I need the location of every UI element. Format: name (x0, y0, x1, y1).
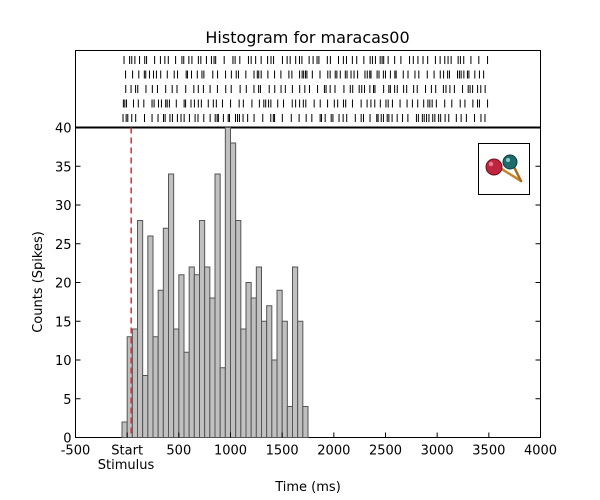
histogram-bar (219, 367, 226, 438)
histogram-bar (230, 142, 237, 438)
x-tick-label: -500 (61, 444, 91, 459)
maracas-icon (485, 154, 523, 183)
x-tick-label: 1500 (266, 444, 299, 459)
histogram-bar (240, 328, 247, 438)
chart-title: Histogram for maracas00 (205, 28, 409, 47)
histogram-bar (168, 173, 175, 438)
y-tick-label: 0 (63, 432, 71, 447)
y-tick-label: 15 (55, 315, 72, 330)
histogram-bar (297, 320, 304, 438)
histogram-bar (302, 406, 309, 438)
x-tick-label: 1000 (214, 444, 247, 459)
histogram-bar (162, 227, 169, 438)
histogram-bar (173, 328, 180, 438)
histogram-bar (266, 305, 273, 438)
histogram-bar (271, 359, 278, 438)
histogram-bar (281, 320, 288, 438)
y-axis-label: Counts (Spikes) (31, 231, 46, 333)
histogram-bar (235, 220, 242, 438)
histogram-bar (121, 421, 128, 438)
histogram-bar (245, 282, 252, 438)
x-tick-label: 2000 (317, 444, 350, 459)
y-tick-label: 5 (63, 393, 71, 408)
histogram-bar (152, 336, 159, 438)
legend (478, 143, 530, 195)
y-tick-label: 25 (55, 238, 72, 253)
histogram-bar (193, 274, 200, 438)
y-tick-label: 35 (55, 160, 72, 175)
histogram-bar (250, 297, 257, 438)
histogram-bar (137, 220, 144, 438)
histogram-bar (286, 406, 294, 438)
y-tick-label: 10 (55, 354, 72, 369)
y-tick-label: 20 (55, 277, 72, 292)
histogram-bar (209, 297, 216, 438)
x-tick-label: 3500 (472, 444, 505, 459)
histogram-bars (121, 127, 309, 438)
histogram-bar (131, 328, 138, 438)
histogram-bar (292, 266, 299, 438)
x-tick-label: 4000 (524, 444, 557, 459)
x-tick-label: 2500 (369, 444, 402, 459)
histogram-bar (142, 375, 149, 438)
histogram-bar (261, 320, 268, 438)
x-tick-label: 3000 (421, 444, 454, 459)
x-axis-ticks: -500 Start 500 1000 1500 2000 2500 3000 3500 4000 (61, 432, 557, 459)
histogram-bar (224, 127, 231, 438)
histogram-bar (276, 289, 283, 438)
x-tick-label: 500 (166, 444, 191, 459)
histogram-bar (188, 266, 195, 438)
x-axis-label: Time (ms) (274, 480, 341, 495)
histogram-bar (204, 266, 211, 438)
histogram-bar (147, 235, 154, 438)
y-axis-ticks: 0 5 10 15 20 25 30 35 40 (55, 122, 541, 447)
histogram-bar (183, 351, 190, 438)
x-tick-label: Start (111, 444, 143, 459)
y-tick-label: 40 (55, 122, 72, 137)
stimulus-label: Stimulus (98, 458, 155, 473)
histogram-bar (214, 173, 221, 438)
histogram-bar (255, 266, 263, 438)
y-tick-label: 30 (55, 199, 72, 214)
raster-ticks (122, 56, 489, 122)
histogram-bar (199, 220, 206, 438)
histogram-bar (178, 274, 185, 438)
histogram-bar (157, 289, 164, 438)
